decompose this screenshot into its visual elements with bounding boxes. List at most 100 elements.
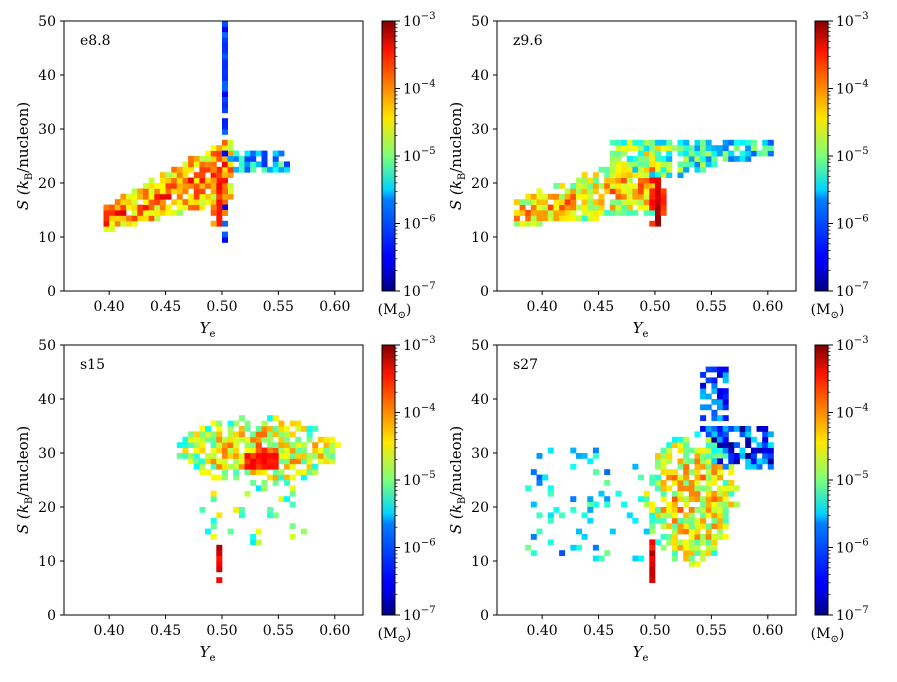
- y-axis-label-lead: S (k: [14, 180, 32, 210]
- heatmap-cell: [205, 458, 211, 465]
- colorbar-tick-label: 10−4: [403, 403, 436, 422]
- y-axis-label-subscript: B: [457, 497, 468, 504]
- heatmap-cell: [329, 453, 336, 459]
- heatmap-cell: [643, 501, 650, 508]
- heatmap-cell: [261, 436, 268, 443]
- heatmap-cell: [683, 139, 690, 146]
- heatmap-cell: [295, 426, 302, 432]
- heatmap-cell: [711, 544, 718, 551]
- colorbar-tick-exponent: −6: [421, 538, 436, 549]
- heatmap-cell: [233, 507, 240, 513]
- heatmap-cell: [587, 193, 594, 200]
- heatmap-cell: [278, 447, 285, 454]
- heatmap-cell: [694, 474, 701, 481]
- heatmap-cell: [289, 523, 296, 529]
- colorbar-tick-label: 10−7: [403, 605, 436, 624]
- heatmap-cell: [513, 199, 520, 205]
- heatmap-cell: [705, 544, 712, 551]
- heatmap-cell: [576, 215, 582, 222]
- heatmap-cell: [671, 480, 678, 486]
- heatmap-cell: [688, 534, 695, 540]
- heatmap-cell: [559, 199, 566, 205]
- heatmap-cell: [722, 480, 729, 486]
- heatmap-cell: [587, 507, 594, 513]
- heatmap-cell: [632, 463, 639, 470]
- heatmap-cell: [159, 183, 166, 189]
- heatmap-cell: [728, 501, 735, 508]
- heatmap-cell: [694, 507, 701, 513]
- heatmap-cell: [694, 539, 701, 546]
- heatmap-cell: [131, 199, 138, 205]
- heatmap-cell: [722, 156, 729, 162]
- heatmap-cell: [677, 166, 684, 173]
- heatmap-cell: [677, 139, 684, 146]
- heatmap-cell: [570, 199, 577, 205]
- heatmap-cell: [165, 183, 172, 189]
- heatmap-cell: [598, 199, 605, 205]
- heatmap-cell: [165, 193, 172, 200]
- heatmap-cell: [643, 172, 650, 178]
- colorbar-gradient: [814, 344, 829, 616]
- heatmap-cell: [660, 156, 667, 162]
- heatmap-cell: [728, 453, 735, 459]
- heatmap-cell: [711, 539, 718, 546]
- heatmap-cell: [700, 474, 707, 481]
- heatmap-cell: [711, 453, 718, 459]
- heatmap-cell: [711, 150, 718, 157]
- heatmap-cell: [722, 377, 729, 384]
- heatmap-cell: [250, 539, 257, 546]
- heatmap-cell: [295, 436, 302, 443]
- heatmap-cell: [638, 156, 644, 162]
- heatmap-cell: [193, 193, 200, 200]
- heatmap-cell: [700, 550, 707, 556]
- heatmap-cell: [222, 48, 228, 54]
- colorbar-tick-exponent: −3: [421, 335, 436, 346]
- heatmap-cell: [677, 496, 684, 502]
- heatmap-cell: [767, 431, 774, 438]
- heatmap-cell: [193, 172, 200, 178]
- heatmap-cell: [587, 496, 594, 502]
- heatmap-cell: [216, 577, 223, 583]
- heatmap-cell: [261, 469, 268, 475]
- heatmap-cell: [666, 485, 673, 492]
- heatmap-cell: [722, 404, 729, 411]
- heatmap-cell: [688, 469, 695, 475]
- heatmap-cell: [609, 210, 616, 216]
- heatmap-cell: [244, 447, 251, 454]
- heatmap-cell: [244, 166, 251, 173]
- heatmap-cell: [306, 469, 313, 475]
- heatmap-cell: [188, 458, 195, 465]
- heatmap-cell: [626, 204, 633, 211]
- heatmap-cell: [216, 199, 223, 205]
- heatmap-cell: [547, 490, 554, 497]
- heatmap-cell: [705, 474, 712, 481]
- heatmap-cell: [278, 496, 285, 502]
- heatmap-cell: [711, 496, 718, 502]
- heatmap-cell: [120, 220, 127, 227]
- heatmap-cell: [210, 517, 217, 524]
- heatmap-cell: [592, 544, 599, 551]
- heatmap-cell: [722, 426, 729, 432]
- heatmap-cell: [250, 534, 257, 540]
- heatmap-cell: [609, 161, 616, 168]
- y-axis: 0 10 20 30 40 50 S (kB/nucleon): [447, 14, 497, 300]
- heatmap-cell: [547, 193, 554, 200]
- heatmap-cell: [255, 161, 262, 168]
- x-tick-label: 0.60: [752, 623, 783, 639]
- heatmap-cell: [154, 199, 161, 205]
- heatmap-cell: [238, 512, 245, 519]
- heatmap-cell: [694, 161, 701, 168]
- heatmap-cell: [638, 474, 644, 481]
- heatmap-cell: [250, 453, 257, 459]
- heatmap-cell: [210, 172, 217, 178]
- heatmap-cell: [592, 469, 599, 475]
- heatmap-cell: [705, 539, 712, 546]
- heatmap-cell: [694, 485, 701, 492]
- heatmap-cell: [188, 166, 195, 173]
- heatmap-cell: [238, 436, 245, 443]
- heatmap-cell: [722, 534, 729, 540]
- heatmap-cell: [705, 366, 712, 373]
- heatmap-cell: [272, 512, 279, 519]
- heatmap-cell: [671, 544, 678, 551]
- heatmap-cell: [227, 463, 234, 470]
